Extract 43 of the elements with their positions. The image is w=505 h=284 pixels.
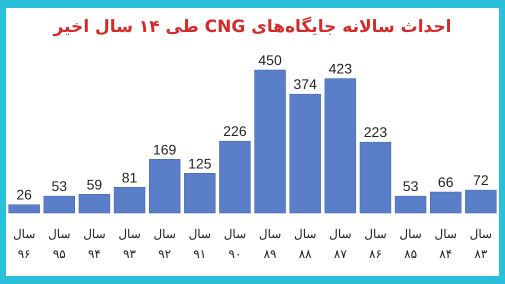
data-label: 423 — [328, 60, 352, 77]
x-tick-label: سال ۸۸ — [294, 227, 316, 261]
x-tick-label: سال ۸۳ — [470, 227, 492, 261]
chart-title: احداث سالانه جایگاه‌های CNG طی ۱۴ سال اخیر — [52, 16, 452, 37]
bar — [360, 142, 392, 214]
data-label: 169 — [152, 141, 177, 158]
bar — [184, 173, 216, 214]
data-label: 226 — [223, 123, 247, 140]
bar — [44, 196, 75, 214]
bar — [8, 204, 40, 214]
data-label: 53 — [402, 178, 419, 194]
x-tick-label: سال ۹۴ — [83, 227, 106, 261]
data-label: 223 — [364, 124, 388, 140]
bar — [78, 194, 110, 214]
data-label: 72 — [473, 172, 489, 188]
data-label: 81 — [122, 169, 138, 186]
bar — [219, 140, 251, 214]
x-tick-label: سال ۸۵ — [399, 227, 422, 261]
bar — [465, 190, 497, 214]
bar — [430, 192, 462, 214]
bar — [324, 78, 356, 214]
x-tick-label: سال ۸۷ — [329, 227, 352, 261]
data-label: 450 — [258, 52, 282, 68]
x-tick-label: سال ۹۳ — [118, 227, 141, 261]
x-tick-label: سال ۸۶ — [364, 227, 387, 261]
data-label: 125 — [188, 155, 212, 172]
x-tick-label: سال ۹۱ — [188, 227, 212, 261]
x-tick-label: سال ۸۴ — [434, 227, 457, 261]
data-label: 59 — [86, 176, 102, 192]
data-label: 53 — [52, 178, 68, 194]
bar — [148, 159, 180, 214]
data-label: 26 — [16, 186, 32, 203]
x-tick-label: سال ۸۹ — [258, 227, 282, 261]
bar — [114, 187, 146, 214]
data-label: 66 — [438, 174, 454, 190]
x-tick-label: سال ۹۲ — [153, 227, 176, 261]
x-tick-label: سال ۹۶ — [12, 227, 36, 261]
x-tick-label: سال ۹۵ — [48, 227, 71, 261]
bar — [394, 196, 426, 214]
bar — [289, 94, 321, 214]
x-tick-label: سال ۹۰ — [224, 227, 246, 261]
bar — [254, 70, 286, 214]
data-label: 374 — [294, 76, 318, 92]
